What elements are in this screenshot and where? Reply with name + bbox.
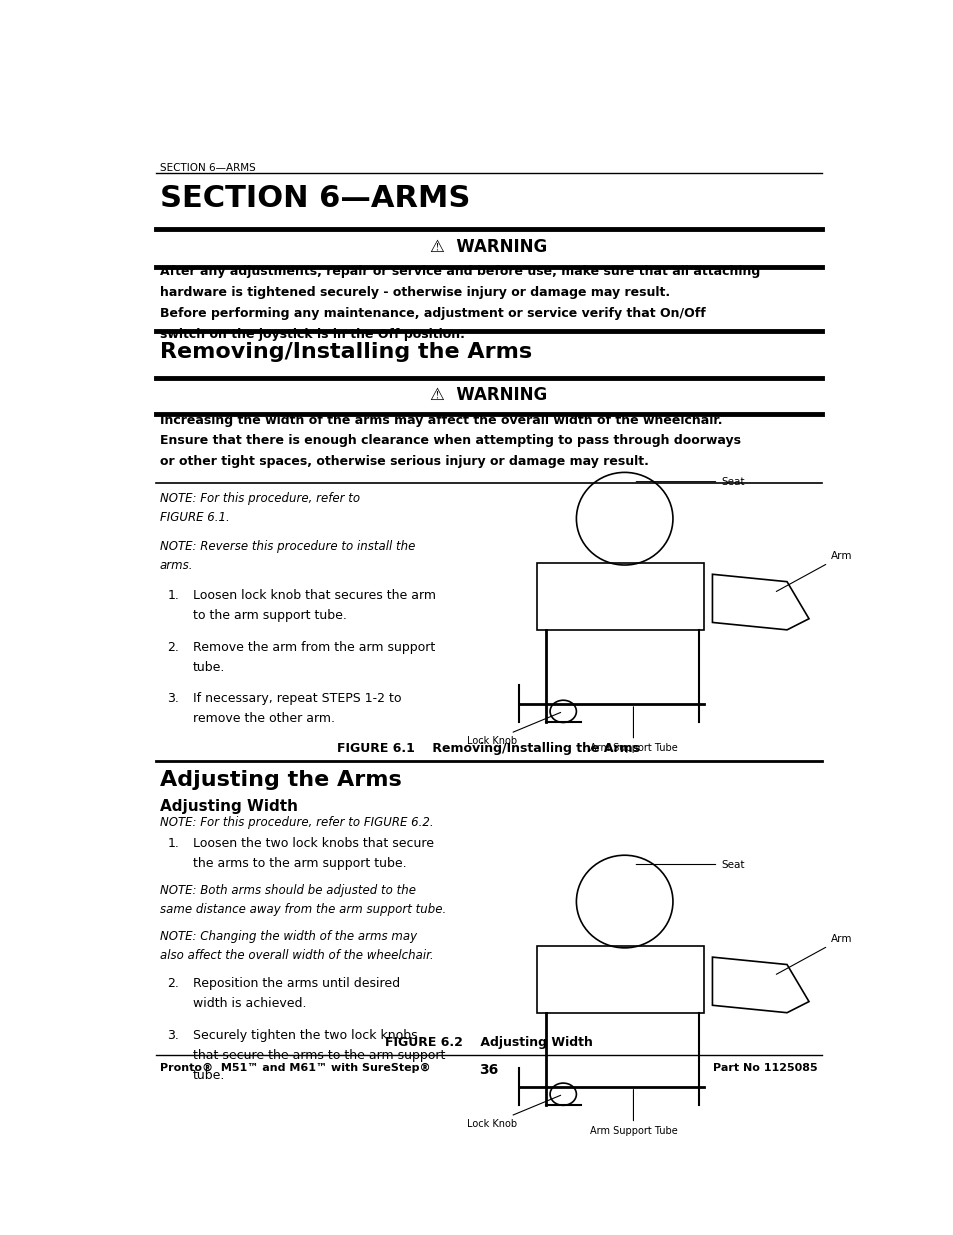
Text: Seat: Seat bbox=[636, 477, 744, 487]
Text: 2.: 2. bbox=[167, 641, 179, 653]
Text: Increasing the width of the arms may affect the overall width of the wheelchair.: Increasing the width of the arms may aff… bbox=[160, 414, 721, 426]
Text: After any adjustments, repair or service and before use, make sure that all atta: After any adjustments, repair or service… bbox=[160, 266, 760, 278]
Text: Lock Knob: Lock Knob bbox=[466, 1095, 560, 1129]
Text: hardware is tightened securely - otherwise injury or damage may result.: hardware is tightened securely - otherwi… bbox=[160, 287, 669, 299]
Text: FIGURE 6.1.: FIGURE 6.1. bbox=[160, 511, 230, 525]
Text: SECTION 6—ARMS: SECTION 6—ARMS bbox=[160, 163, 255, 173]
Text: width is achieved.: width is achieved. bbox=[193, 998, 306, 1010]
Text: same distance away from the arm support tube.: same distance away from the arm support … bbox=[160, 903, 446, 916]
Text: arms.: arms. bbox=[160, 559, 193, 572]
Text: ⚠  WARNING: ⚠ WARNING bbox=[430, 385, 547, 404]
Text: Arm Support Tube: Arm Support Tube bbox=[589, 1089, 677, 1136]
Text: NOTE: Reverse this procedure to install the: NOTE: Reverse this procedure to install … bbox=[160, 540, 415, 553]
Text: If necessary, repeat STEPS 1-2 to: If necessary, repeat STEPS 1-2 to bbox=[193, 692, 401, 705]
Text: Securely tighten the two lock knobs: Securely tighten the two lock knobs bbox=[193, 1029, 417, 1042]
Text: Seat: Seat bbox=[636, 860, 744, 869]
Text: tube.: tube. bbox=[193, 1068, 225, 1082]
Text: Reposition the arms until desired: Reposition the arms until desired bbox=[193, 977, 400, 990]
Text: also affect the overall width of the wheelchair.: also affect the overall width of the whe… bbox=[160, 948, 433, 962]
Text: Loosen lock knob that secures the arm: Loosen lock knob that secures the arm bbox=[193, 589, 436, 603]
Text: 3.: 3. bbox=[167, 1029, 179, 1042]
Text: or other tight spaces, otherwise serious injury or damage may result.: or other tight spaces, otherwise serious… bbox=[160, 456, 648, 468]
Text: tube.: tube. bbox=[193, 661, 225, 674]
Text: the arms to the arm support tube.: the arms to the arm support tube. bbox=[193, 857, 406, 869]
Text: NOTE: Both arms should be adjusted to the: NOTE: Both arms should be adjusted to th… bbox=[160, 884, 416, 898]
Text: Lock Knob: Lock Knob bbox=[466, 713, 560, 746]
Text: switch on the joystick is in the Off position.: switch on the joystick is in the Off pos… bbox=[160, 329, 464, 341]
Text: SECTION 6—ARMS: SECTION 6—ARMS bbox=[160, 184, 470, 214]
Text: NOTE: For this procedure, refer to: NOTE: For this procedure, refer to bbox=[160, 493, 359, 505]
Text: Remove the arm from the arm support: Remove the arm from the arm support bbox=[193, 641, 435, 653]
Text: Adjusting Width: Adjusting Width bbox=[160, 799, 297, 814]
Text: NOTE: Changing the width of the arms may: NOTE: Changing the width of the arms may bbox=[160, 930, 416, 942]
Text: Arm: Arm bbox=[776, 934, 852, 974]
Text: Before performing any maintenance, adjustment or service verify that On/Off: Before performing any maintenance, adjus… bbox=[160, 308, 705, 320]
Text: Adjusting the Arms: Adjusting the Arms bbox=[160, 771, 401, 790]
Text: Arm: Arm bbox=[776, 551, 852, 592]
Text: 36: 36 bbox=[478, 1063, 498, 1077]
Text: 1.: 1. bbox=[167, 836, 179, 850]
Text: FIGURE 6.2    Adjusting Width: FIGURE 6.2 Adjusting Width bbox=[385, 1036, 592, 1050]
Text: Part No 1125085: Part No 1125085 bbox=[713, 1063, 817, 1073]
Text: 1.: 1. bbox=[167, 589, 179, 603]
Text: Ensure that there is enough clearance when attempting to pass through doorways: Ensure that there is enough clearance wh… bbox=[160, 435, 740, 447]
Text: NOTE: For this procedure, refer to FIGURE 6.2.: NOTE: For this procedure, refer to FIGUR… bbox=[160, 816, 433, 829]
Text: FIGURE 6.1    Removing/Installing the Arms: FIGURE 6.1 Removing/Installing the Arms bbox=[337, 741, 639, 755]
Text: 2.: 2. bbox=[167, 977, 179, 990]
Text: Removing/Installing the Arms: Removing/Installing the Arms bbox=[160, 342, 532, 362]
Text: that secure the arms to the arm support: that secure the arms to the arm support bbox=[193, 1049, 445, 1062]
Text: ⚠  WARNING: ⚠ WARNING bbox=[430, 237, 547, 256]
Text: to the arm support tube.: to the arm support tube. bbox=[193, 609, 347, 622]
Text: Loosen the two lock knobs that secure: Loosen the two lock knobs that secure bbox=[193, 836, 434, 850]
Text: remove the other arm.: remove the other arm. bbox=[193, 713, 335, 725]
Text: Arm Support Tube: Arm Support Tube bbox=[589, 706, 677, 753]
Text: Pronto®  M51™ and M61™ with SureStep®: Pronto® M51™ and M61™ with SureStep® bbox=[160, 1063, 430, 1073]
Text: 3.: 3. bbox=[167, 692, 179, 705]
